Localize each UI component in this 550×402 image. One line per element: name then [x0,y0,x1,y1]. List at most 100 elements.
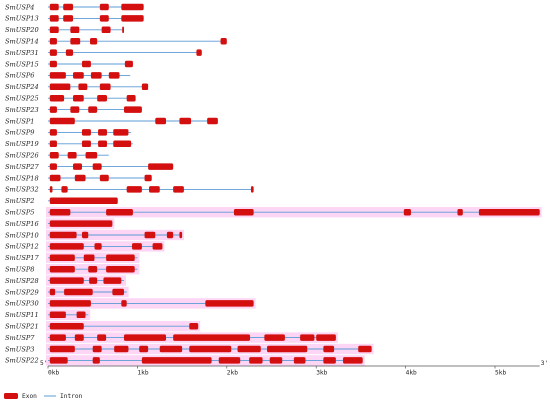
exon-block [64,288,93,296]
gene-label: SmUSP10 [5,231,39,239]
gene-label: SmUSP4 [5,3,34,11]
exon-block [237,345,261,353]
exon-block [49,345,75,353]
gene-row-SmUSP8: SmUSP8 [5,265,138,274]
exon-block [49,265,75,273]
exon-block [106,208,133,216]
axis-ticks: 0kb 1kb 2kb 3kb 4kb 5kb [47,366,506,377]
gene-label: SmUSP17 [5,254,39,262]
exon-block [220,37,227,45]
exon-block [49,231,77,239]
highlight-layer [46,207,542,366]
gene-row-SmUSP29: SmUSP29 [5,288,127,296]
gene-label: SmUSP9 [5,129,34,137]
exon-block [70,106,80,113]
exon-block [179,117,192,125]
gene-rows: SmUSP4 SmUSP13 SmUSP20 SmUSP14 SmUSP31 SmUSP1… [5,3,540,365]
exon-block [122,26,124,34]
exon-block [159,345,183,353]
gene-label: SmUSP25 [5,95,39,103]
exon-block [478,208,540,216]
exon-block [83,254,95,262]
legend-exon-label: Exon [22,393,37,400]
exon-block [85,151,98,159]
exon-block [123,334,167,341]
exon-block [316,334,336,341]
exon-block [49,94,65,102]
exon-block [78,83,88,91]
exon-block [92,345,102,353]
gene-label: SmUSP22 [5,357,39,365]
exon-block [101,26,111,34]
exon-block [189,322,199,330]
exon-block [113,129,129,136]
exon-block [67,151,77,159]
axis-tick-label: 0kb [48,370,59,377]
exon-block [207,117,218,125]
exon-block [166,231,174,239]
gene-row-SmUSP10: SmUSP10 [5,231,183,239]
exon-block [97,94,108,102]
exon-block [73,163,82,170]
gene-row-SmUSP9: SmUSP9 [5,129,132,137]
exon-block [92,163,102,170]
exon-block [49,15,59,22]
exon-block [269,357,283,364]
exon-block [49,174,61,182]
exon-block [98,140,108,148]
exon-block [457,208,463,216]
axis-5prime-label: 5' [40,360,47,367]
exon-block [264,334,285,341]
exon-block [73,72,84,79]
exon-block [74,174,86,182]
exon-block [49,220,113,227]
gene-row-SmUSP1: SmUSP1 [5,117,218,125]
exon-block [99,174,109,182]
exon-block [103,277,122,284]
gene-label: SmUSP6 [5,72,34,80]
exon-block [323,357,336,364]
gene-label: SmUSP14 [5,38,39,46]
gene-row-SmUSP15: SmUSP15 [5,60,133,68]
gene-row-SmUSP30: SmUSP30 [5,300,254,308]
exon-block [81,60,91,68]
gene-row-SmUSP14: SmUSP14 [5,38,227,46]
gene-row-SmUSP32: SmUSP32 [5,186,254,194]
exon-block [49,334,66,341]
exon-block [74,334,84,341]
gene-label: SmUSP23 [5,106,39,114]
axis-tick-label: 4kb [406,370,417,377]
exon-block [141,83,149,91]
exon-block [49,163,57,170]
gene-label: SmUSP3 [5,345,34,353]
gene-row-SmUSP23: SmUSP23 [5,106,142,114]
exon-block [144,174,152,182]
gene-row-SmUSP17: SmUSP17 [5,254,138,262]
exon-block [98,129,108,136]
exon-block [49,300,91,307]
gene-label: SmUSP13 [5,15,39,23]
axis-tick-label: 3kb [316,370,327,377]
exon-block [124,60,133,68]
exon-block [123,106,142,113]
exon-block [323,345,335,353]
exon-block [205,300,254,307]
exon-block [114,345,129,353]
gene-row-SmUSP18: SmUSP18 [5,174,152,182]
gene-label: SmUSP1 [5,117,34,125]
exon-block [94,243,102,250]
exon-block [49,106,57,113]
axis-3prime-label: 3' [541,360,548,367]
exon-block [49,140,57,148]
gene-row-SmUSP31: SmUSP31 [5,49,202,57]
exon-block [121,15,144,22]
exon-block [49,357,68,364]
gene-row-SmUSP11: SmUSP11 [5,311,89,319]
gene-row-SmUSP4: SmUSP4 [5,3,144,11]
gene-row-SmUSP12: SmUSP12 [5,243,163,251]
exon-block [70,37,81,45]
legend-exon-swatch [4,393,18,399]
gene-label: SmUSP27 [5,163,39,171]
gene-label: SmUSP28 [5,277,39,285]
exon-block [99,15,109,22]
